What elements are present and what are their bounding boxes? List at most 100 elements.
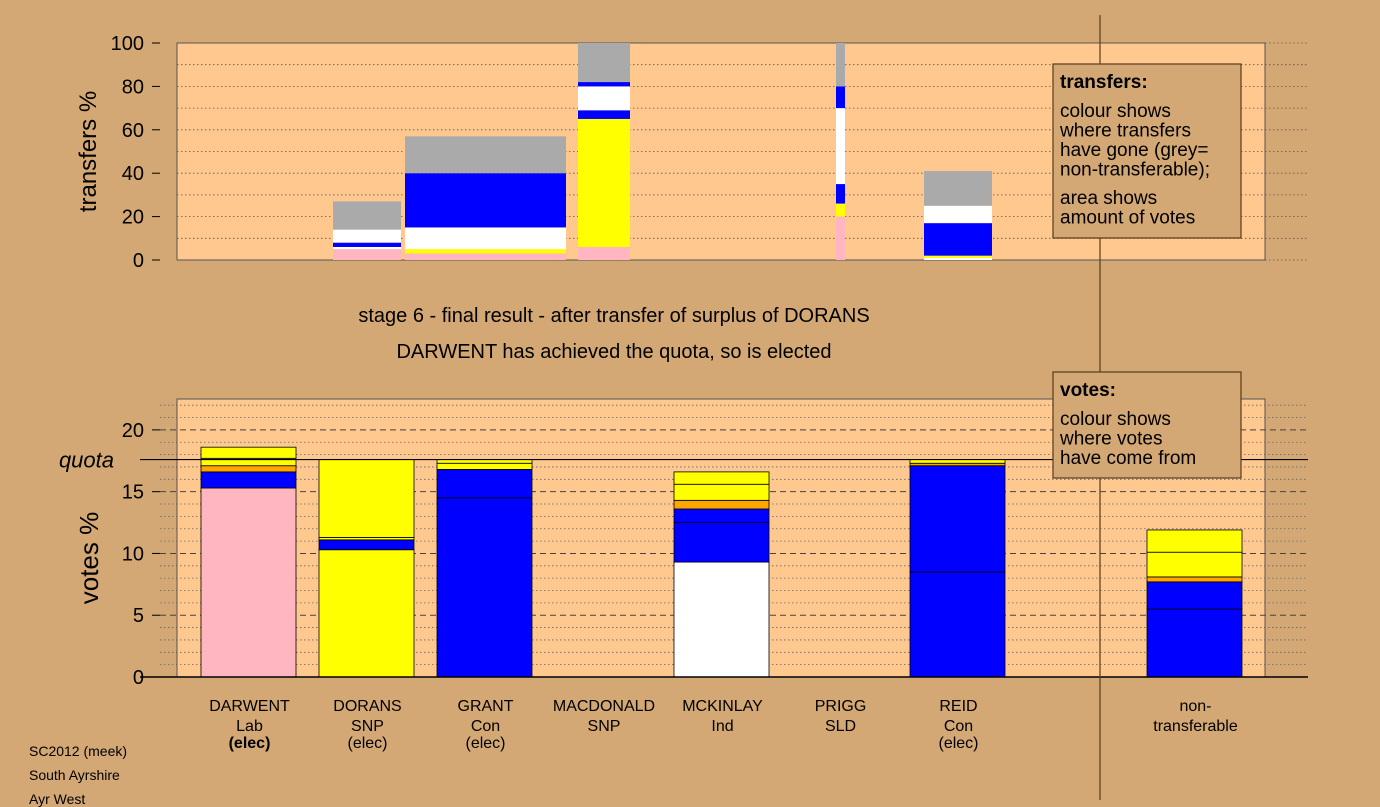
votes-y-tick-label: 5	[133, 605, 144, 627]
footer-count-type: SC2012 (meek)	[29, 743, 128, 759]
transfer-bar-segment	[405, 136, 566, 174]
vote-bar-segment	[436, 462, 533, 470]
transfer-bar-segment	[578, 43, 630, 83]
transfer-bar-segment	[578, 118, 630, 247]
transfers-y-tick-label: 60	[122, 120, 144, 142]
candidate-party-label: transferable	[1153, 718, 1238, 735]
transfer-bar-segment	[333, 242, 401, 247]
transfer-bar-segment	[924, 255, 992, 258]
transfers-legend-text: non-transferable);	[1060, 160, 1210, 181]
transfer-bar-segment	[578, 86, 630, 111]
candidate-name-label: PRIGG	[815, 698, 867, 715]
transfer-bar-segment	[924, 205, 992, 224]
transfers-y-tick-label: 100	[111, 33, 144, 55]
candidate-party-label: Con	[471, 718, 500, 735]
votes-y-tick-label: 10	[122, 543, 144, 565]
vote-bar-segment	[673, 508, 770, 523]
transfer-bar-segment	[836, 216, 845, 260]
votes-y-tick-label: 20	[122, 420, 144, 442]
vote-bar-segment	[1146, 581, 1243, 610]
vote-bar-segment	[200, 471, 297, 489]
transfers-legend-text: have gone (grey=	[1060, 140, 1208, 161]
transfers-legend-title: transfers:	[1060, 72, 1148, 93]
votes-legend-text: have come from	[1060, 448, 1196, 469]
vote-bar-segment	[200, 487, 297, 678]
candidate-status-label: (elec)	[347, 735, 387, 752]
candidate-name-label: DORANS	[333, 698, 401, 715]
vote-bar-segment	[673, 561, 770, 678]
candidate-name-label: MCKINLAY	[682, 698, 763, 715]
votes-legend-box	[1052, 371, 1242, 479]
vote-bar-segment	[436, 469, 533, 499]
transfer-bar-segment	[578, 246, 630, 260]
vote-bar-segment	[318, 549, 415, 678]
transfer-bar-segment	[405, 253, 566, 260]
candidate-party-label: SNP	[588, 718, 621, 735]
candidate-name-label: non-	[1179, 698, 1211, 715]
candidate-name-label: GRANT	[458, 698, 514, 715]
transfers-legend-text: where transfers	[1059, 121, 1191, 142]
vote-bar-segment	[673, 471, 770, 485]
transfer-bar-segment	[836, 108, 845, 185]
votes-y-tick-label: 15	[122, 482, 144, 504]
candidate-party-label: SLD	[825, 718, 856, 735]
transfer-bar-segment	[924, 223, 992, 256]
transfers-legend-box	[1052, 63, 1242, 239]
transfer-bar-segment	[578, 82, 630, 87]
vote-bar-segment	[1146, 529, 1243, 553]
footer-ward: Ayr West	[29, 791, 86, 807]
vote-bar-segment	[1146, 608, 1243, 678]
stage-title: stage 6 - final result - after transfer …	[358, 305, 869, 327]
transfers-y-tick-label: 20	[122, 207, 144, 229]
votes-y-tick-label: 0	[133, 667, 144, 689]
vote-bar-segment	[318, 459, 415, 538]
transfer-bar-segment	[836, 203, 845, 217]
transfer-bar-segment	[333, 246, 401, 250]
candidate-status-label: (elec)	[938, 735, 978, 752]
quota-label: quota	[59, 448, 114, 473]
candidate-status-label: (elec)	[229, 735, 271, 752]
transfers-y-tick-label: 80	[122, 76, 144, 98]
transfers-legend-text: amount of votes	[1060, 208, 1195, 229]
candidate-party-label: Con	[944, 718, 973, 735]
vote-bar-segment	[436, 497, 533, 678]
transfer-bar-segment	[836, 184, 845, 204]
vote-bar-segment	[909, 571, 1006, 678]
transfer-bar-segment	[333, 229, 401, 243]
transfer-bar-segment	[924, 171, 992, 206]
transfer-bar-segment	[836, 43, 845, 87]
vote-bar-segment	[200, 446, 297, 459]
candidate-name-label: REID	[939, 698, 977, 715]
transfer-bar-segment	[333, 201, 401, 230]
vote-bar-segment	[909, 465, 1006, 573]
elected-note: DARWENT has achieved the quota, so is el…	[396, 341, 831, 363]
transfer-bar-segment	[836, 86, 845, 109]
vote-bar-segment	[1146, 551, 1243, 578]
transfer-bar-segment	[578, 110, 630, 119]
transfers-y-tick-label: 40	[122, 163, 144, 185]
candidate-status-label: (elec)	[465, 735, 505, 752]
transfers-legend-text: colour shows	[1060, 101, 1171, 122]
votes-legend-title: votes:	[1060, 380, 1116, 401]
vote-bar-segment	[318, 539, 415, 551]
transfer-bar-segment	[333, 249, 401, 260]
candidate-name-label: MACDONALD	[553, 698, 655, 715]
vote-bar-segment	[673, 499, 770, 510]
transfer-bar-segment	[405, 227, 566, 250]
transfers-y-axis-label: transfers %	[75, 91, 102, 212]
footer-council: South Ayrshire	[29, 767, 120, 783]
votes-legend-text: colour shows	[1060, 409, 1171, 430]
votes-y-axis-label: votes %	[74, 512, 104, 605]
transfers-legend-text: area shows	[1060, 188, 1157, 209]
vote-bar-segment	[673, 522, 770, 563]
votes-legend-text: where votes	[1059, 429, 1162, 450]
vote-bar-segment	[200, 465, 297, 473]
transfer-bar-segment	[924, 257, 992, 260]
vote-bar-segment	[1146, 576, 1243, 583]
vote-bar-segment	[673, 483, 770, 501]
candidate-party-label: Ind	[711, 718, 733, 735]
candidate-name-label: DARWENT	[209, 698, 290, 715]
candidate-party-label: Lab	[236, 718, 263, 735]
